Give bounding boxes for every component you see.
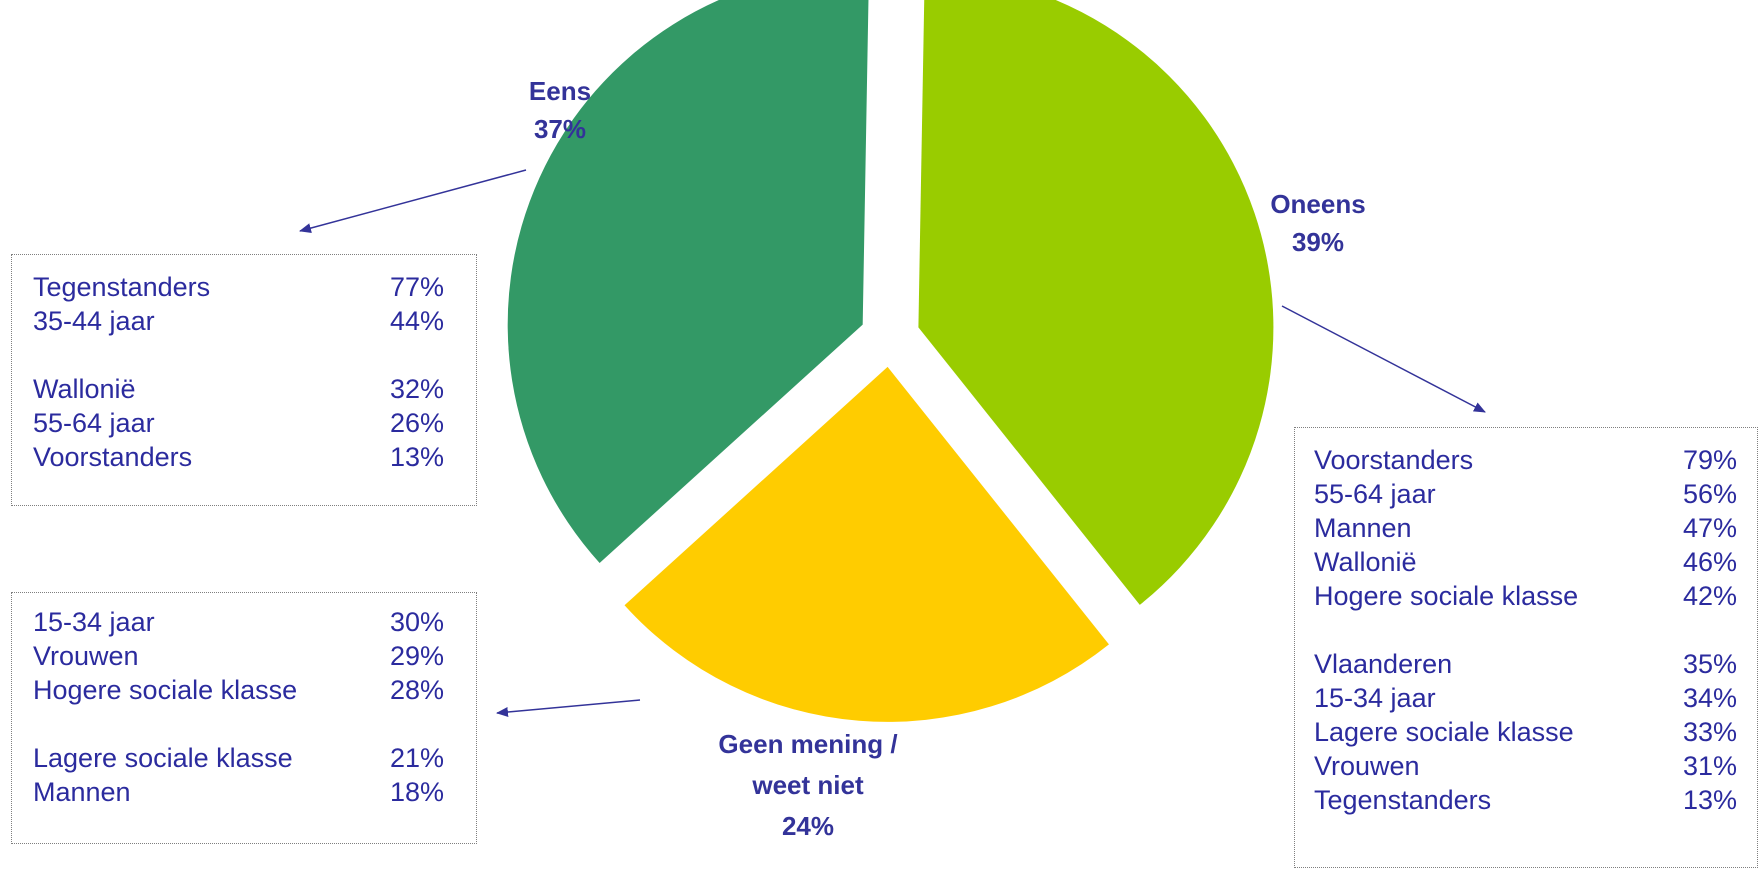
stat-row: Vlaanderen 35%: [1314, 647, 1737, 681]
stat-label: Mannen: [33, 777, 131, 807]
oneens-breakdown-box: Voorstanders 79% 55-64 jaar 56% Mannen 47% …: [1294, 427, 1758, 868]
stat-row: 15-34 jaar 30%: [33, 605, 444, 639]
stat-value: 44%: [389, 306, 444, 336]
stat-value: 77%: [389, 272, 444, 302]
oneens-label-name: Oneens: [1270, 189, 1366, 219]
stat-label: Mannen: [1314, 513, 1412, 543]
stat-row: Vrouwen 29%: [33, 639, 444, 673]
stat-value: 26%: [389, 408, 444, 438]
stat-row: Wallonië 46%: [1314, 545, 1737, 579]
eens-label-pct: 37%: [533, 114, 587, 144]
stat-value: 56%: [1682, 479, 1737, 509]
group-spacer: [1314, 613, 1737, 647]
stat-value: 21%: [389, 743, 444, 773]
stat-value: 28%: [389, 675, 444, 705]
stat-label: Voorstanders: [1314, 445, 1474, 475]
stat-value: 31%: [1682, 751, 1737, 781]
stat-row: Mannen 18%: [33, 775, 444, 809]
geen-label: Geen mening / weet niet 24%: [668, 724, 948, 847]
stat-label: 15-34 jaar: [1314, 683, 1436, 713]
eens-label-name: Eens: [528, 76, 592, 106]
slice-eens: [507, 0, 869, 563]
stat-label: 35-44 jaar: [33, 306, 155, 336]
arrow-oneens: [1281, 305, 1486, 413]
stat-row: Tegenstanders 77%: [33, 270, 444, 304]
group-spacer: [33, 338, 444, 372]
eens-label: Eens 37%: [495, 72, 625, 148]
stat-value: 29%: [389, 641, 444, 671]
stat-value: 34%: [1682, 683, 1737, 713]
pie-slices: [507, 0, 1274, 722]
slice-oneens: [918, 0, 1274, 605]
stat-row: 55-64 jaar 26%: [33, 406, 444, 440]
group-spacer: [33, 707, 444, 741]
stat-row: Lagere sociale klasse 21%: [33, 741, 444, 775]
geen-label-pct: 24%: [781, 811, 835, 841]
stat-label: Lagere sociale klasse: [33, 743, 293, 773]
stat-value: 13%: [1682, 785, 1737, 815]
stat-label: 55-64 jaar: [1314, 479, 1436, 509]
stat-label: 55-64 jaar: [33, 408, 155, 438]
stat-value: 35%: [1682, 649, 1737, 679]
stat-label: Wallonië: [1314, 547, 1417, 577]
stat-row: 15-34 jaar 34%: [1314, 681, 1737, 715]
oneens-label-pct: 39%: [1291, 227, 1345, 257]
stat-row: Voorstanders 79%: [1314, 443, 1737, 477]
stat-row: Lagere sociale klasse 33%: [1314, 715, 1737, 749]
stat-row: 55-64 jaar 56%: [1314, 477, 1737, 511]
slice-geen: [624, 366, 1109, 722]
stat-label: Lagere sociale klasse: [1314, 717, 1574, 747]
stat-value: 32%: [389, 374, 444, 404]
stat-row: Hogere sociale klasse 28%: [33, 673, 444, 707]
stat-label: Tegenstanders: [1314, 785, 1492, 815]
stat-label: Voorstanders: [33, 442, 193, 472]
stat-row: Mannen 47%: [1314, 511, 1737, 545]
stat-value: 13%: [389, 442, 444, 472]
stat-row: 35-44 jaar 44%: [33, 304, 444, 338]
stat-value: 47%: [1682, 513, 1737, 543]
stat-value: 18%: [389, 777, 444, 807]
stat-label: 15-34 jaar: [33, 607, 155, 637]
stat-label: Vrouwen: [1314, 751, 1420, 781]
stat-row: Hogere sociale klasse 42%: [1314, 579, 1737, 613]
stat-label: Hogere sociale klasse: [1314, 581, 1579, 611]
stat-value: 30%: [389, 607, 444, 637]
stat-label: Vlaanderen: [1314, 649, 1453, 679]
stat-label: Vrouwen: [33, 641, 139, 671]
callout-arrows: [299, 169, 1486, 717]
stat-value: 33%: [1682, 717, 1737, 747]
geen-label-line2: weet niet: [752, 770, 864, 800]
stat-value: 79%: [1682, 445, 1737, 475]
stat-row: Vrouwen 31%: [1314, 749, 1737, 783]
stat-label: Tegenstanders: [33, 272, 211, 302]
stat-value: 46%: [1682, 547, 1737, 577]
stat-row: Voorstanders 13%: [33, 440, 444, 474]
stat-row: Tegenstanders 13%: [1314, 783, 1737, 817]
geen-label-line1: Geen mening /: [718, 729, 898, 759]
stat-label: Hogere sociale klasse: [33, 675, 298, 705]
arrow-eens: [299, 169, 527, 233]
eens-breakdown-box: Tegenstanders 77% 35-44 jaar 44% Wallonië 3…: [11, 254, 477, 506]
stat-value: 42%: [1682, 581, 1737, 611]
stat-label: Wallonië: [33, 374, 136, 404]
geen-breakdown-box: 15-34 jaar 30% Vrouwen 29% Hogere sociale …: [11, 592, 477, 844]
arrow-geen: [496, 699, 641, 717]
stat-row: Wallonië 32%: [33, 372, 444, 406]
oneens-label: Oneens 39%: [1238, 185, 1398, 261]
